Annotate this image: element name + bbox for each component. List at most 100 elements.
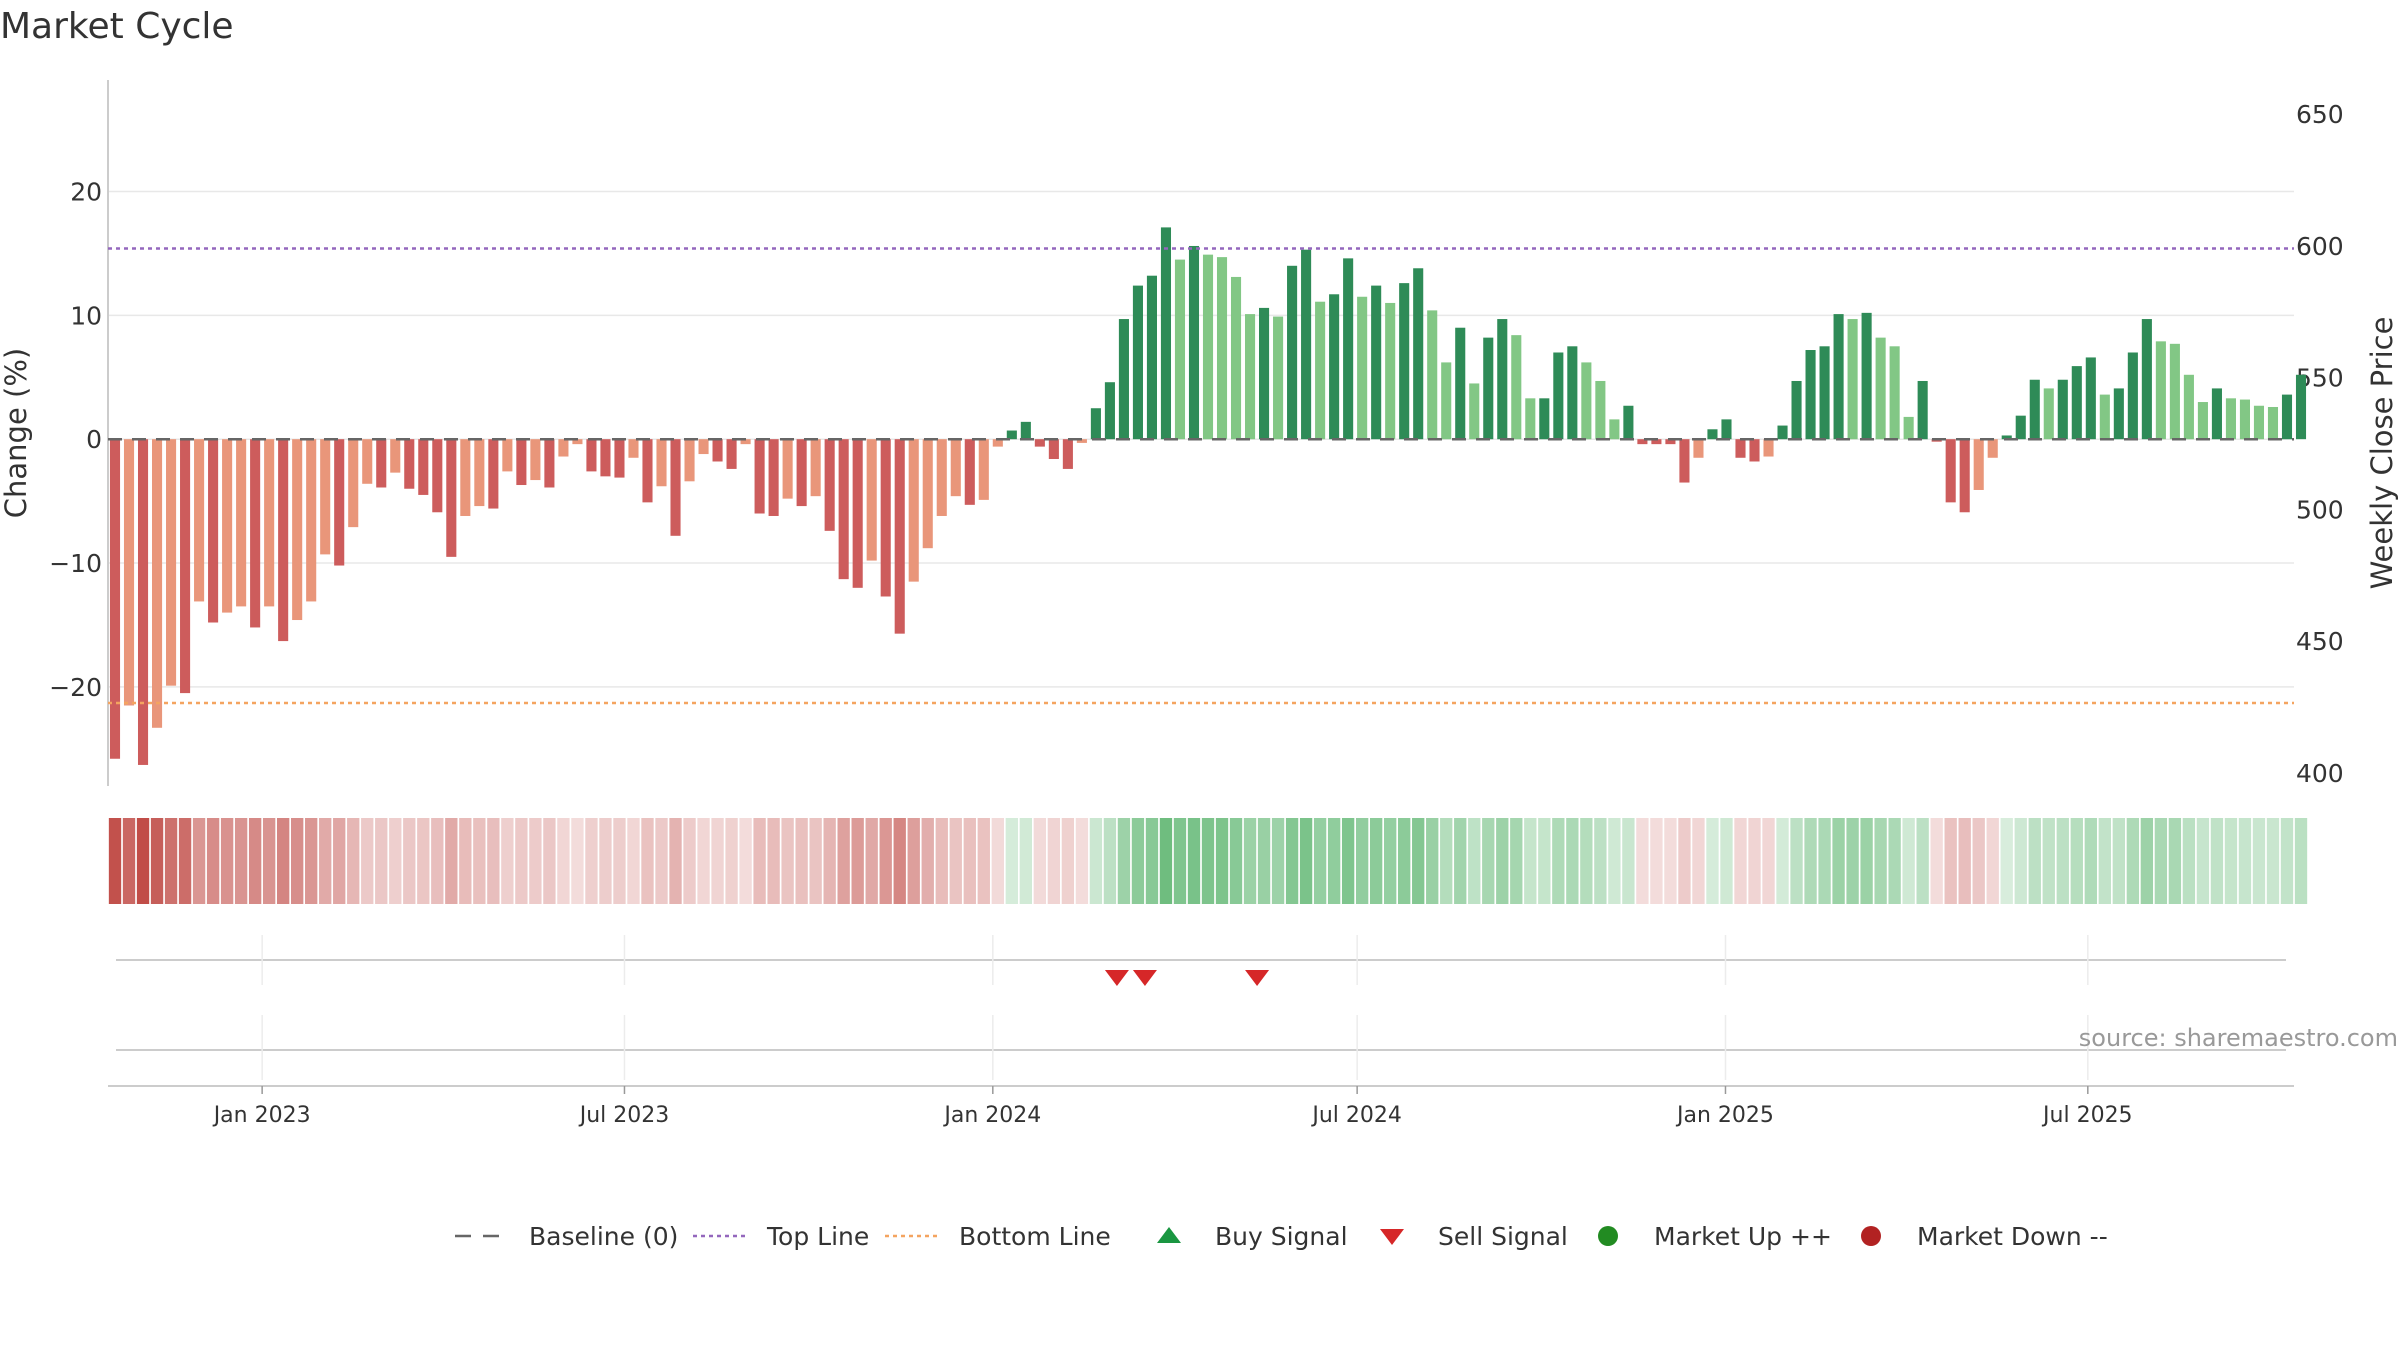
heat-cell — [767, 818, 780, 904]
heat-cell — [1243, 818, 1257, 904]
legend-label: Baseline (0) — [529, 1222, 678, 1251]
heat-cell — [136, 818, 150, 904]
bar — [1230, 276, 1242, 440]
heat-cell — [1005, 818, 1018, 904]
bar — [782, 439, 793, 499]
heat-cell — [2266, 818, 2280, 904]
bar — [278, 439, 289, 642]
bar — [2043, 388, 2054, 440]
bar — [558, 439, 569, 457]
heat-cell — [291, 818, 304, 904]
heat-cell — [1594, 818, 1607, 904]
y-tick-label: −10 — [49, 549, 102, 578]
x-axis: Jan 2023 Jul 2023 Jan 2024 Jul 2024 Jan 2025… — [108, 1085, 2294, 1128]
heat-cell — [641, 818, 654, 904]
heat-cell — [2126, 818, 2140, 904]
bar — [1623, 405, 1634, 440]
bar — [600, 439, 611, 477]
bar — [2253, 405, 2265, 440]
heat-cell — [1720, 818, 1733, 904]
sell-signal-marker — [1104, 970, 1129, 986]
heat-cell — [1033, 818, 1047, 904]
bar — [348, 439, 359, 528]
heat-cell — [1187, 818, 1201, 904]
bar — [1160, 227, 1172, 440]
bar — [334, 439, 345, 566]
heat-cell — [1888, 818, 1901, 904]
heat-cell — [683, 818, 696, 904]
heat-cell — [2098, 818, 2111, 904]
y-tick-label: −20 — [49, 673, 102, 702]
heat-cell — [2042, 818, 2055, 904]
bar — [712, 439, 723, 462]
bar — [1567, 346, 1578, 440]
heat-cell — [2280, 818, 2294, 904]
bar — [2071, 366, 2082, 440]
bar — [642, 439, 653, 503]
heat-cell — [1972, 818, 1985, 904]
bar — [894, 439, 905, 634]
y2-tick-label: 650 — [2296, 100, 2344, 129]
bar — [1357, 296, 1368, 440]
bar — [1483, 337, 1494, 440]
heat-cell — [781, 818, 794, 904]
heat-cell — [1482, 818, 1495, 904]
heat-cell — [2224, 818, 2238, 904]
bar — [236, 439, 247, 607]
bar — [1679, 439, 1690, 483]
legend-swatch-triangle-up-icon — [1157, 1227, 1181, 1243]
bar — [1791, 380, 1802, 440]
bar — [1385, 302, 1396, 440]
heat-cell — [178, 818, 192, 904]
heat-cell — [1762, 818, 1775, 904]
heat-cell — [557, 818, 570, 904]
heat-cell — [753, 818, 766, 904]
heat-cell — [1510, 818, 1523, 904]
bar — [460, 439, 471, 516]
bar — [1525, 398, 1536, 440]
bar — [1707, 429, 1718, 440]
bar — [1637, 439, 1648, 445]
bar — [1861, 312, 1872, 440]
bar — [1735, 439, 1746, 458]
legend-swatch-circle-icon — [1598, 1226, 1618, 1246]
bar — [306, 439, 317, 602]
heat-cell — [921, 818, 934, 904]
bar — [1847, 319, 1858, 440]
heat-strip — [108, 818, 2308, 904]
bar — [2169, 343, 2180, 440]
heat-cell — [725, 818, 738, 904]
bar — [1062, 439, 1073, 469]
heat-cell — [234, 818, 248, 904]
heat-cell — [431, 818, 444, 904]
heat-cell — [865, 818, 878, 904]
bar — [1146, 275, 1157, 440]
bar — [1427, 310, 1438, 440]
heat-cell — [2000, 818, 2013, 904]
bar — [1553, 352, 1564, 440]
heat-cell — [417, 818, 430, 904]
bar — [1399, 283, 1410, 440]
bar — [1315, 301, 1326, 440]
bar — [2113, 388, 2124, 440]
heat-cell — [2196, 818, 2210, 904]
heat-cell — [1832, 818, 1845, 904]
heat-cell — [1790, 818, 1803, 904]
bar — [1539, 398, 1550, 440]
legend-item: Market Up ++ — [1598, 1222, 1832, 1251]
bar — [1371, 285, 1382, 440]
bar — [123, 439, 135, 706]
heat-cell — [347, 818, 360, 904]
bar — [2141, 319, 2152, 440]
y2-axis-title: Weekly Close Price — [2365, 317, 2399, 590]
heat-cell — [501, 818, 514, 904]
bar — [1076, 439, 1087, 443]
heat-cell — [1636, 818, 1649, 904]
heat-cell — [1201, 818, 1215, 904]
heat-cell — [1524, 818, 1537, 904]
bar — [432, 439, 443, 513]
bar — [2127, 352, 2138, 440]
bar — [1581, 362, 1592, 440]
